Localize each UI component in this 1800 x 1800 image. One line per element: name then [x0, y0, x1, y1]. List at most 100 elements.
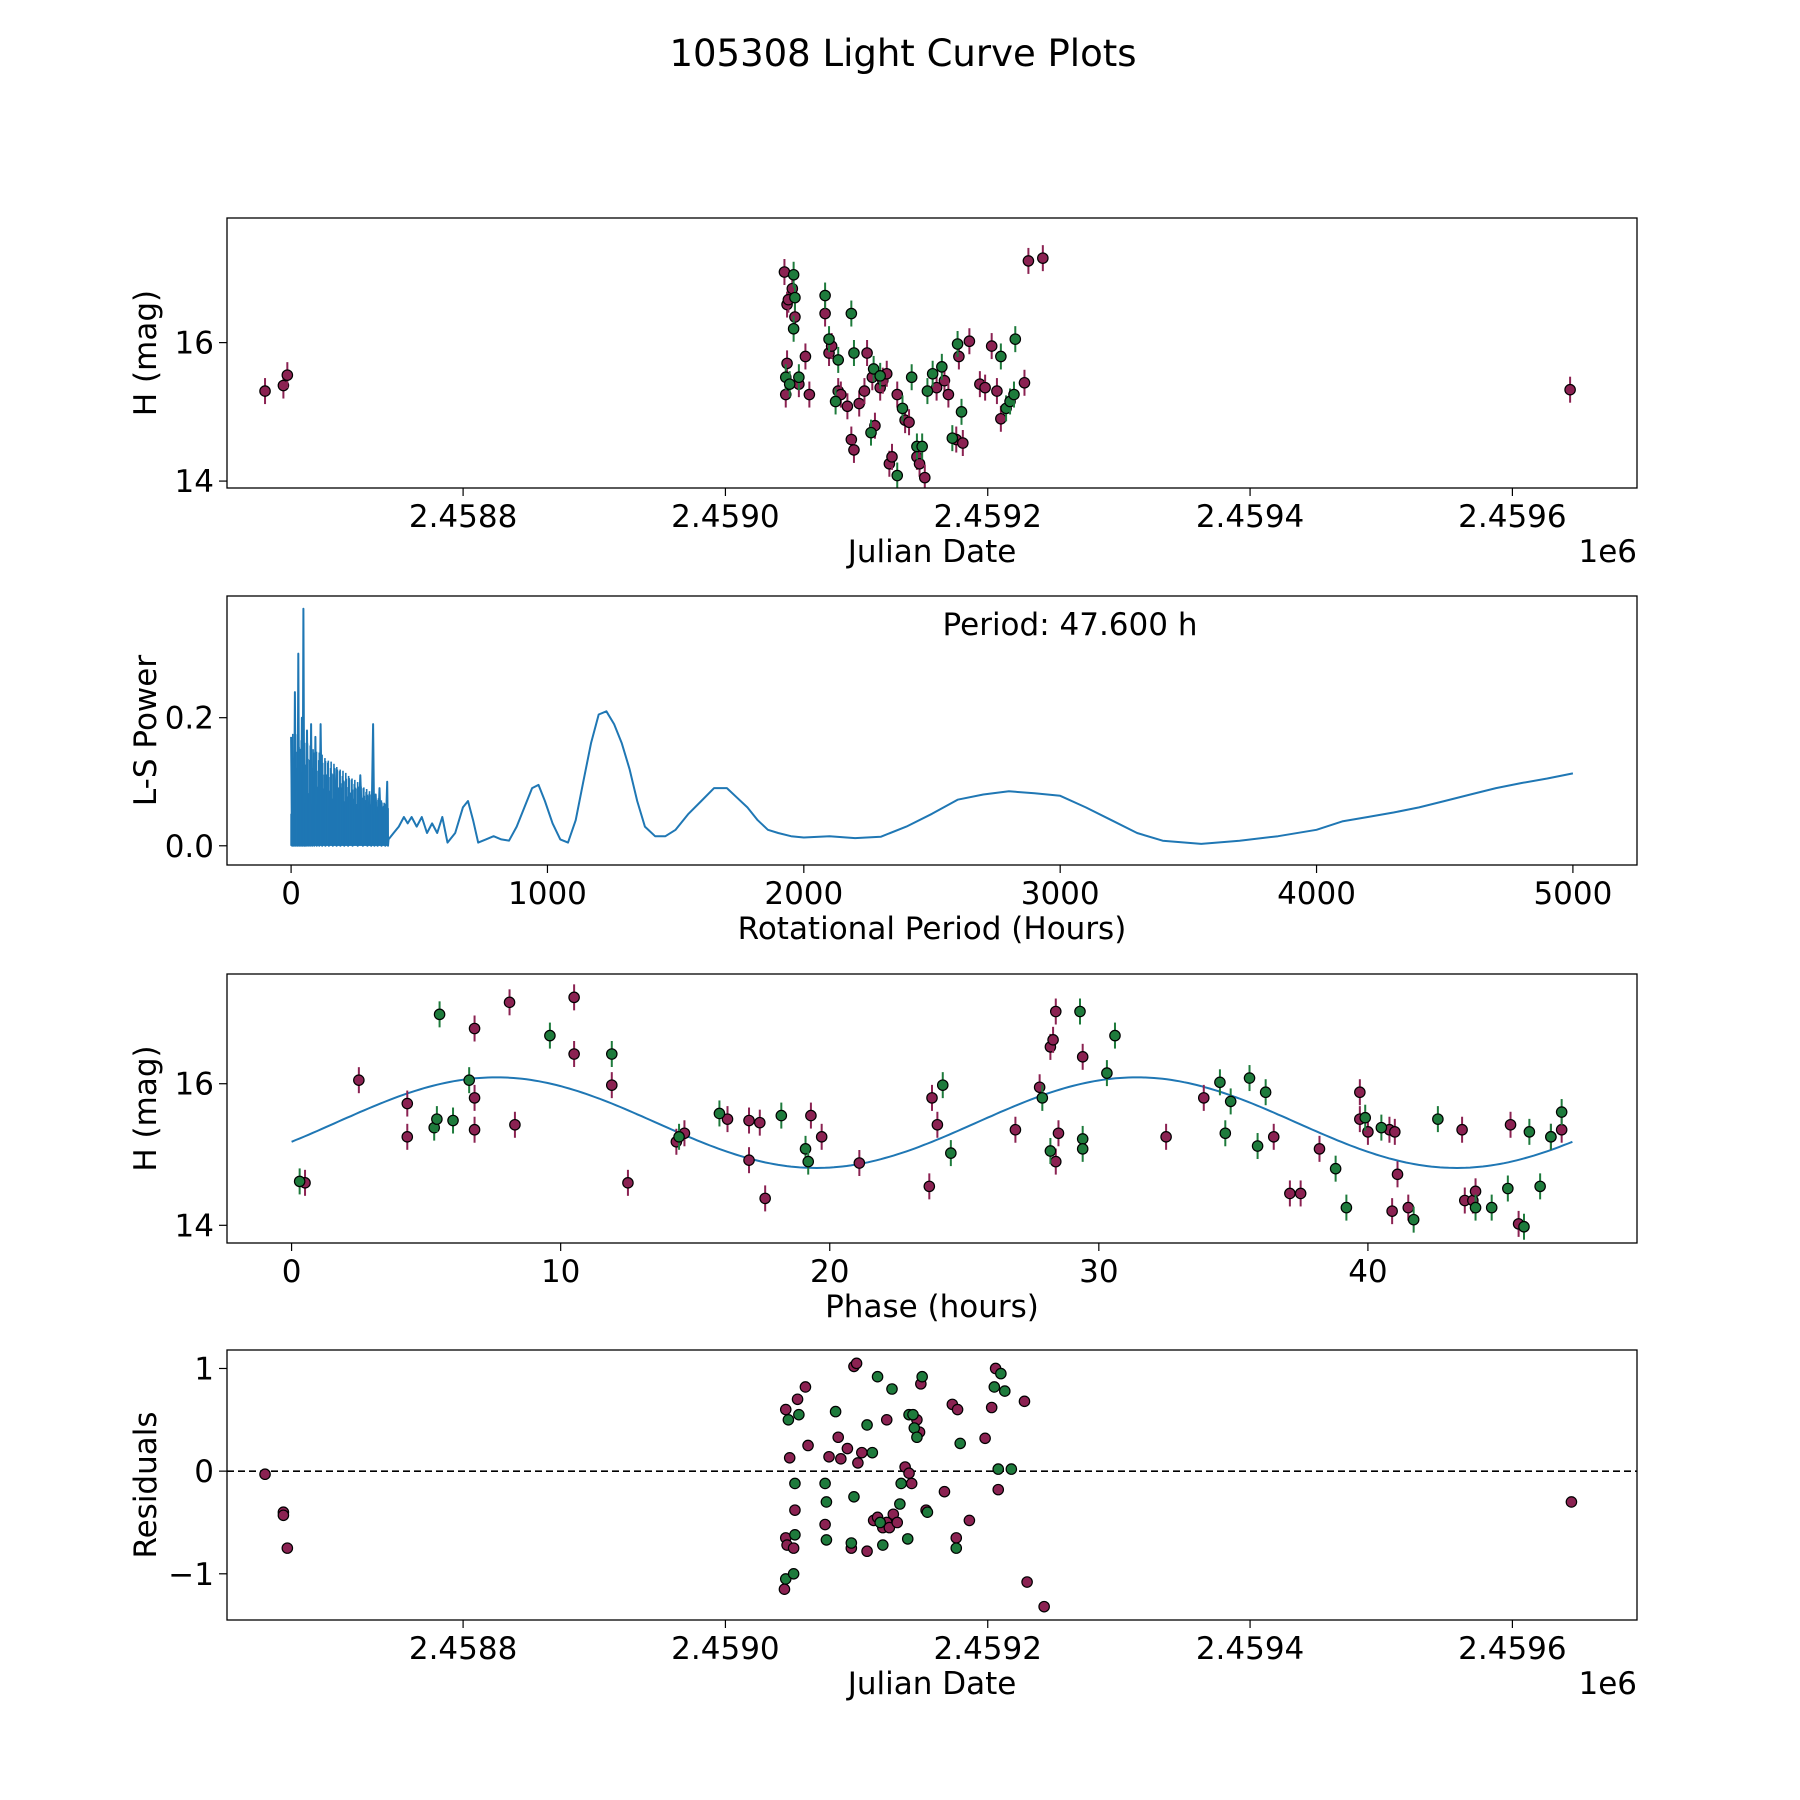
- data-point: [886, 451, 898, 463]
- x-axis-label: Julian Date: [846, 1666, 1017, 1702]
- data-point: [1037, 252, 1049, 264]
- data-point: [1224, 1095, 1237, 1108]
- x-tick-label: 2.4588: [409, 1631, 517, 1667]
- data-point: [931, 1118, 944, 1131]
- plot-area: [290, 607, 1574, 847]
- data-point: [1049, 1005, 1062, 1018]
- data-point: [259, 1468, 271, 1481]
- data-point: [778, 1583, 791, 1596]
- data-point: [819, 307, 831, 320]
- data-point: [1052, 1127, 1065, 1140]
- y-tick-label: 0.2: [165, 701, 214, 737]
- y-axis-label: H (mag): [128, 290, 164, 416]
- data-point: [850, 1357, 863, 1370]
- data-point: [950, 1542, 963, 1554]
- x-tick-label: 40: [1348, 1254, 1387, 1290]
- data-point: [1294, 1187, 1307, 1200]
- data-point: [845, 433, 858, 446]
- series-zg: [779, 261, 1022, 488]
- data-point: [891, 388, 904, 401]
- data-point: [988, 1381, 1001, 1393]
- data-point: [954, 1437, 966, 1450]
- x-offset-label: 1e6: [1578, 534, 1637, 570]
- data-point: [845, 1537, 858, 1549]
- data-point: [1009, 1123, 1022, 1136]
- data-point: [995, 412, 1007, 425]
- data-point: [1329, 1162, 1342, 1175]
- data-point: [1284, 1187, 1296, 1200]
- data-point: [985, 1401, 998, 1414]
- data-point: [896, 402, 909, 415]
- data-point: [1564, 383, 1576, 396]
- data-point: [874, 370, 886, 382]
- data-point: [891, 469, 904, 482]
- series-zg: [293, 998, 1568, 1240]
- data-point: [1555, 1123, 1568, 1136]
- x-tick-label: 2.4592: [934, 1631, 1042, 1667]
- data-point: [1386, 1205, 1398, 1217]
- data-point: [802, 1155, 815, 1168]
- data-point: [759, 1192, 771, 1205]
- data-point: [946, 432, 959, 444]
- data-point: [918, 471, 931, 484]
- plot-area: [291, 984, 1573, 1240]
- data-point: [605, 1079, 618, 1091]
- x-tick-label: 0: [281, 876, 301, 912]
- data-point: [832, 1431, 845, 1444]
- data-point: [277, 379, 290, 392]
- data-point: [963, 335, 976, 348]
- x-offset-label: 1e6: [1578, 1666, 1637, 1702]
- data-point: [1389, 1126, 1401, 1138]
- data-point: [1219, 1127, 1232, 1140]
- data-point: [829, 1405, 842, 1418]
- data-point: [951, 338, 964, 350]
- data-point: [1545, 1131, 1557, 1143]
- data-point: [1504, 1118, 1517, 1131]
- data-point: [1402, 1201, 1415, 1214]
- data-point: [281, 369, 294, 381]
- data-point: [431, 1113, 443, 1125]
- data-point: [979, 1432, 991, 1445]
- data-point: [281, 1542, 294, 1554]
- data-point: [848, 444, 860, 456]
- y-tick-label: 14: [175, 1208, 214, 1244]
- data-point: [789, 1477, 801, 1490]
- data-point: [743, 1154, 755, 1166]
- data-point: [1021, 1576, 1033, 1588]
- x-tick-label: 2.4590: [671, 499, 779, 535]
- x-tick-label: 4000: [1277, 876, 1356, 912]
- sinusoid-fit-line: [291, 1076, 1573, 1170]
- data-point: [793, 371, 805, 384]
- data-point: [1251, 1140, 1264, 1152]
- data-point: [789, 1528, 801, 1541]
- data-point: [401, 1097, 414, 1110]
- axes-frame: [226, 973, 1638, 1244]
- x-tick-label: 2.4592: [934, 499, 1042, 535]
- x-tick-label: 2.4594: [1196, 499, 1304, 535]
- data-point: [856, 1446, 868, 1459]
- data-point: [992, 1483, 1005, 1496]
- data-point: [913, 457, 926, 470]
- y-axis-label: L-S Power: [128, 655, 164, 806]
- data-point: [951, 1403, 964, 1416]
- data-point: [921, 1506, 934, 1519]
- data-point: [1555, 1106, 1568, 1118]
- data-point: [923, 1180, 936, 1193]
- data-point: [463, 1074, 475, 1086]
- data-point: [787, 322, 800, 335]
- plot-area: [227, 1357, 1637, 1613]
- data-point: [858, 385, 871, 397]
- data-point: [1243, 1072, 1256, 1084]
- data-point: [1009, 333, 1022, 345]
- data-point: [874, 1516, 886, 1529]
- data-point: [1359, 1111, 1372, 1124]
- y-tick-label: 1: [194, 1351, 214, 1387]
- data-point: [802, 1439, 814, 1452]
- data-point: [1047, 1034, 1059, 1046]
- data-point: [401, 1131, 414, 1143]
- x-tick-label: 5000: [1533, 876, 1612, 912]
- axes-frame: [226, 595, 1638, 866]
- panels: 2.4588 2.4590 2.4592 2.4594 2.4596 14 16 Julian…: [128, 217, 1638, 1702]
- data-point: [805, 1109, 817, 1122]
